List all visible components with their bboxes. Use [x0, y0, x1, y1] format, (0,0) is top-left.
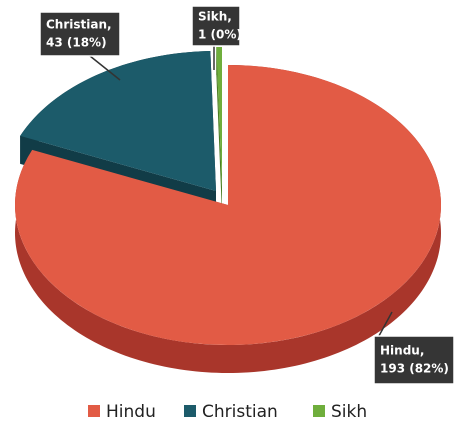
legend-swatch: [184, 405, 196, 417]
callout-name: Hindu,: [380, 344, 424, 358]
legend-swatch: [88, 405, 100, 417]
data-label: 1 (0%): [198, 28, 242, 42]
callout-box: [373, 335, 455, 385]
data-label: 43 (18%): [46, 36, 107, 50]
callout-name: Christian,: [46, 18, 112, 32]
slice-wall: [216, 47, 222, 216]
callout-box: [191, 5, 241, 47]
data-label: 193 (82%): [380, 362, 449, 376]
slice: [216, 47, 222, 187]
callout-line: [89, 55, 121, 81]
callout-box: [39, 11, 121, 57]
legend-label: Hindu: [106, 402, 156, 422]
legend-swatch: [313, 405, 325, 417]
legend-label: Sikh: [331, 402, 367, 422]
callout-name: Sikh,: [198, 10, 232, 24]
legend-label: Christian: [202, 402, 278, 422]
slice: [20, 51, 217, 192]
slice: [14, 65, 441, 345]
